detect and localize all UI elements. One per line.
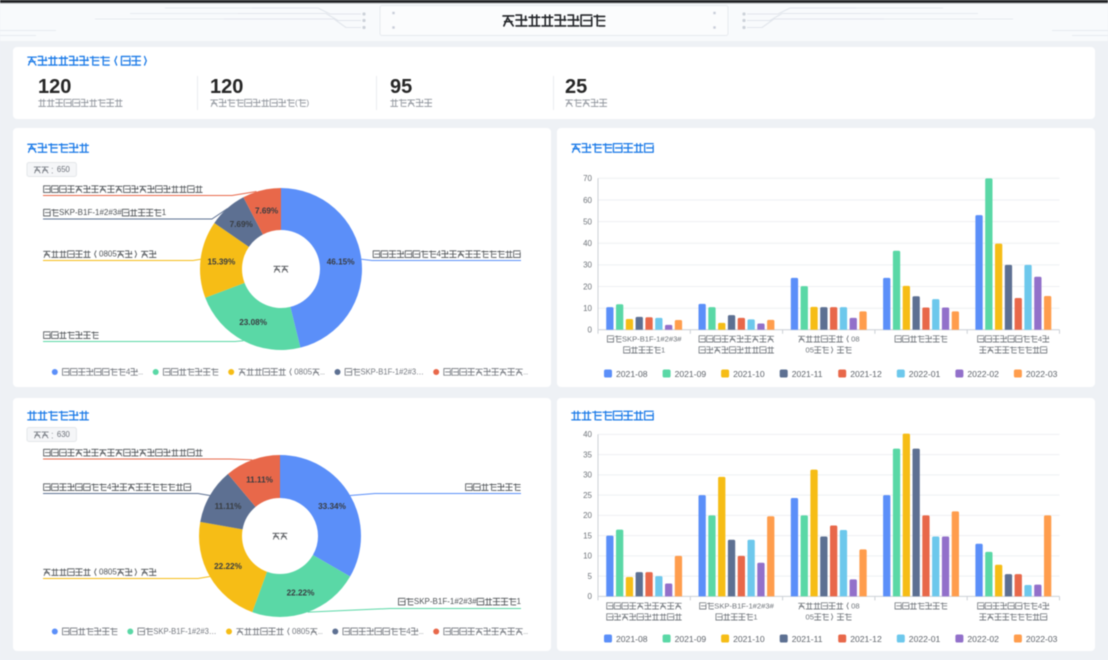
svg-text:SKP-B1F-1#2#3#: SKP-B1F-1#2#3#: [414, 597, 477, 606]
svg-text:25: 25: [565, 76, 587, 98]
svg-text:4: 4: [406, 627, 411, 636]
svg-text:11.11%: 11.11%: [246, 476, 274, 485]
svg-text:22.22%: 22.22%: [214, 562, 242, 571]
svg-text:7.69%: 7.69%: [230, 220, 254, 229]
svg-text:4: 4: [437, 250, 442, 259]
svg-text:SKP-B1F-1#2#3…: SKP-B1F-1#2#3…: [361, 367, 424, 376]
svg-text:2021-09: 2021-09: [675, 634, 707, 644]
svg-text:30: 30: [583, 261, 592, 270]
svg-text:120: 120: [210, 76, 243, 98]
svg-text:15.39%: 15.39%: [208, 258, 236, 267]
svg-text:0: 0: [588, 592, 593, 601]
svg-text:30: 30: [583, 471, 592, 480]
svg-text:1: 1: [753, 612, 757, 621]
svg-text:2021-12: 2021-12: [850, 634, 882, 644]
svg-text:…: …: [523, 627, 528, 636]
svg-text:95: 95: [390, 76, 412, 98]
svg-text:20: 20: [583, 511, 592, 520]
svg-text:0805: 0805: [99, 250, 117, 259]
svg-text:(: (: [295, 98, 298, 108]
svg-text:2022-02: 2022-02: [967, 634, 999, 644]
svg-text:0805: 0805: [99, 568, 117, 577]
svg-text:1: 1: [162, 208, 167, 217]
svg-text:2022-03: 2022-03: [1026, 634, 1058, 644]
svg-text:20: 20: [583, 282, 592, 291]
svg-text:08: 08: [851, 334, 859, 343]
svg-text:11.11%: 11.11%: [215, 502, 243, 511]
svg-text:2021-11: 2021-11: [792, 634, 823, 644]
svg-text:SKP-B1F-1#2#3#: SKP-B1F-1#2#3#: [714, 601, 774, 610]
svg-text:2021-12: 2021-12: [850, 369, 882, 379]
svg-text:4: 4: [126, 367, 131, 376]
svg-text:1: 1: [517, 597, 522, 606]
svg-text:…: …: [318, 627, 323, 636]
svg-text:2021-10: 2021-10: [733, 369, 765, 379]
svg-text:60: 60: [583, 196, 592, 205]
svg-text:2022-03: 2022-03: [1026, 369, 1058, 379]
svg-text:4: 4: [107, 483, 112, 492]
svg-text:33.34%: 33.34%: [318, 502, 346, 511]
svg-text:22.22%: 22.22%: [287, 588, 315, 597]
svg-text:46.15%: 46.15%: [327, 258, 355, 267]
svg-text:630: 630: [57, 430, 71, 439]
svg-text:SKP-B1F-1#2#3#: SKP-B1F-1#2#3#: [622, 334, 682, 343]
svg-text:4: 4: [1038, 601, 1042, 610]
svg-text:05: 05: [806, 345, 814, 354]
svg-text:2021-11: 2021-11: [792, 369, 823, 379]
svg-text:15: 15: [583, 531, 592, 540]
svg-text:10: 10: [583, 552, 592, 561]
svg-text:0805: 0805: [292, 627, 310, 636]
svg-text:0: 0: [588, 326, 593, 335]
svg-text:): ): [306, 98, 309, 108]
svg-text:2022-01: 2022-01: [909, 369, 941, 379]
svg-text:…: …: [138, 367, 143, 376]
svg-text:23.08%: 23.08%: [239, 318, 267, 327]
svg-text:70: 70: [583, 174, 592, 183]
svg-text:2022-02: 2022-02: [967, 369, 999, 379]
svg-text:…: …: [419, 627, 424, 636]
svg-text:…: …: [523, 367, 528, 376]
svg-text:10: 10: [583, 304, 592, 313]
svg-text:SKP-B1F-1#2#3…: SKP-B1F-1#2#3…: [153, 627, 216, 636]
svg-text:2021-08: 2021-08: [616, 634, 648, 644]
svg-text:05: 05: [806, 612, 814, 621]
svg-text:40: 40: [583, 430, 592, 439]
svg-text:40: 40: [583, 239, 592, 248]
svg-text:120: 120: [38, 76, 71, 98]
svg-text:35: 35: [583, 450, 592, 459]
svg-text:2021-08: 2021-08: [616, 369, 648, 379]
svg-text:650: 650: [57, 165, 71, 174]
svg-text:2021-09: 2021-09: [675, 369, 707, 379]
svg-text:0805: 0805: [294, 367, 312, 376]
svg-text:7.69%: 7.69%: [255, 207, 279, 216]
svg-text:4: 4: [1038, 334, 1042, 343]
svg-text:5: 5: [588, 572, 593, 581]
svg-text:…: …: [320, 367, 325, 376]
svg-text:50: 50: [583, 217, 592, 226]
svg-text:SKP-B1F-1#2#3#: SKP-B1F-1#2#3#: [59, 208, 122, 217]
svg-text:1: 1: [661, 345, 665, 354]
svg-text:08: 08: [851, 601, 859, 610]
svg-text:25: 25: [583, 491, 592, 500]
svg-text:2021-10: 2021-10: [733, 634, 765, 644]
svg-text:2022-01: 2022-01: [909, 634, 941, 644]
